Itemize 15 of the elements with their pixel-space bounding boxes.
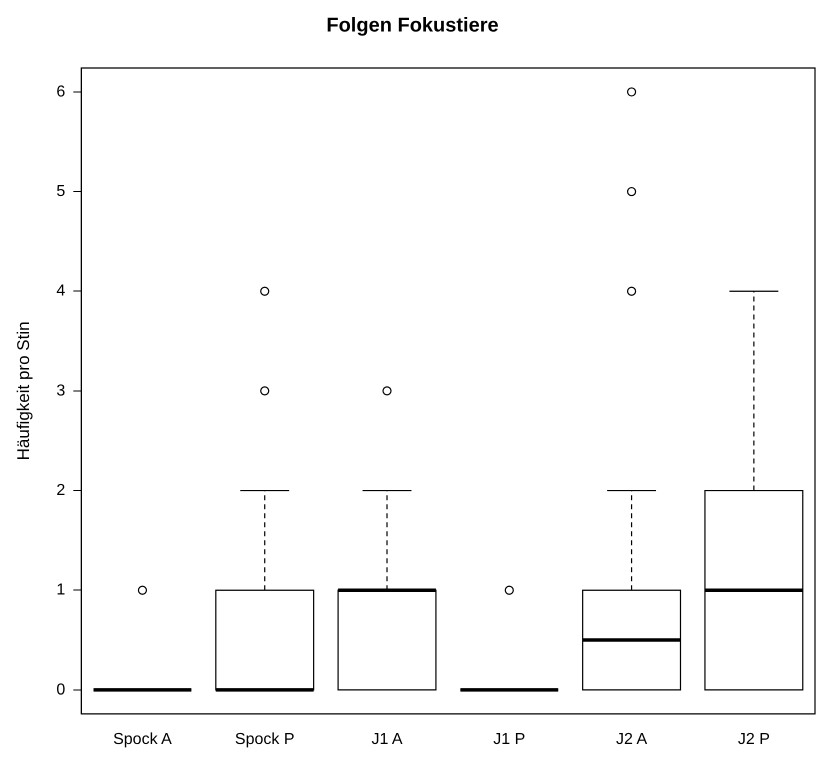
y-axis-title: Häufigkeit pro Stin xyxy=(14,321,33,460)
chart-title: Folgen Fokustiere xyxy=(326,14,499,37)
y-tick-label: 5 xyxy=(56,182,66,200)
x-tick-label: J1 P xyxy=(493,730,526,748)
x-tick-label: Spock P xyxy=(234,730,295,748)
y-tick-label: 3 xyxy=(56,382,66,400)
y-tick-label: 1 xyxy=(56,582,66,599)
y-tick-label: 4 xyxy=(56,282,66,300)
x-tick-label: Spock A xyxy=(113,730,172,748)
x-tick-label: J1 A xyxy=(371,730,403,748)
x-tick-label: J2 A xyxy=(616,730,648,748)
x-tick-label: J2 P xyxy=(738,730,770,748)
y-tick-label: 6 xyxy=(56,83,66,100)
y-tick-label: 2 xyxy=(56,482,66,499)
y-tick-label: 0 xyxy=(56,681,66,698)
